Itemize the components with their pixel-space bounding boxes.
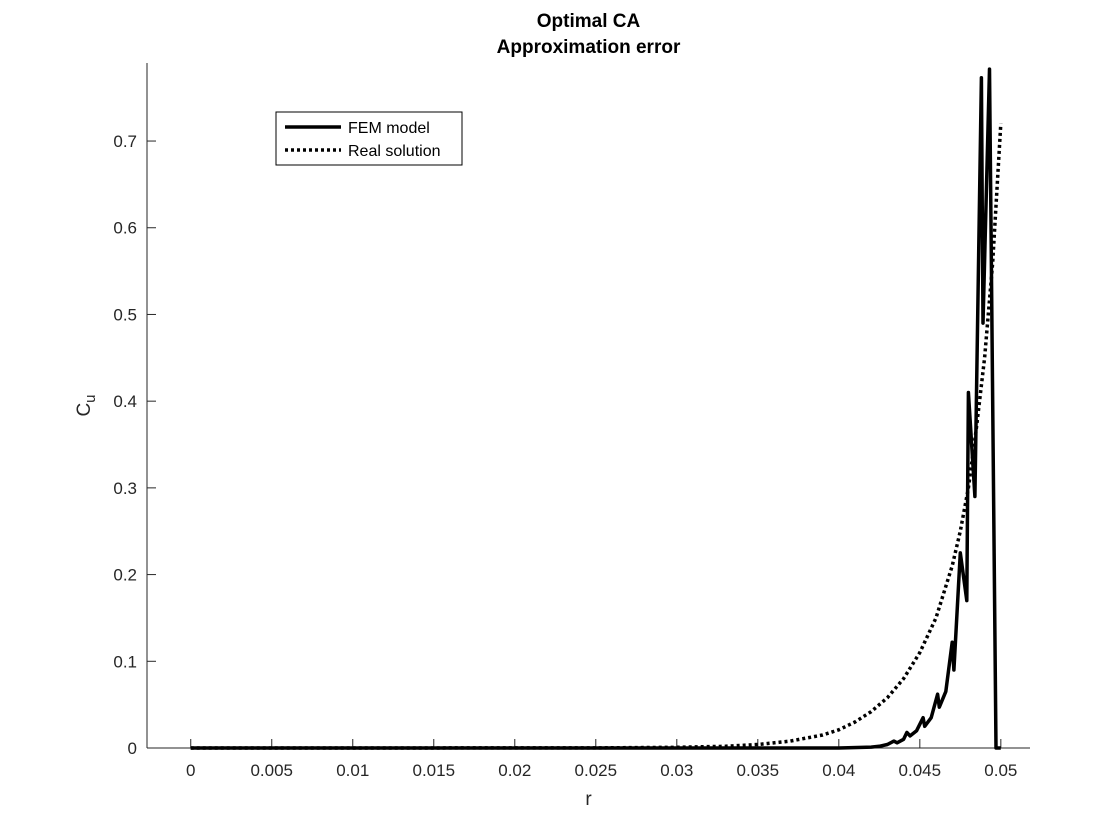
- x-tick-label: 0.01: [336, 761, 369, 780]
- x-tick-label: 0.025: [575, 761, 618, 780]
- x-axis: 0 0.005 0.01 0.015 0.02 0.025 0.03 0.035 0.04 0.0…: [147, 739, 1030, 780]
- legend-box: [275, 111, 463, 166]
- x-tick-label: 0.03: [660, 761, 693, 780]
- y-axis-label-subscript: u: [82, 394, 99, 402]
- plot-area: [147, 63, 1030, 748]
- y-tick-label: 0.1: [113, 652, 137, 671]
- chart-subtitle: Approximation error: [497, 37, 681, 58]
- y-axis-label-main: C: [74, 403, 95, 417]
- x-tick-label: 0.05: [984, 761, 1017, 780]
- y-tick-label: 0.2: [113, 566, 137, 585]
- x-tick-label: 0.005: [250, 761, 293, 780]
- legend: FEM model Real solution: [275, 111, 463, 166]
- svg-text:Cu: Cu: [74, 394, 99, 416]
- x-axis-label: r: [585, 789, 592, 810]
- legend-label-fem-model: FEM model: [348, 120, 430, 137]
- chart-title: Optimal CA: [537, 11, 641, 32]
- x-tick-label: 0.035: [737, 761, 780, 780]
- series-layer: [190, 67, 1003, 750]
- y-tick-label: 0: [128, 739, 137, 758]
- x-tick-label: 0.02: [498, 761, 531, 780]
- series-line-real-solution: [190, 123, 1003, 750]
- y-tick-label: 0.6: [113, 219, 137, 238]
- y-tick-label: 0.3: [113, 479, 137, 498]
- y-tick-label: 0.4: [113, 392, 137, 411]
- x-tick-label: 0.015: [412, 761, 455, 780]
- x-tick-label: 0.045: [899, 761, 942, 780]
- y-axis: 0 0.1 0.2 0.3 0.4 0.5 0.6 0.7: [113, 63, 156, 758]
- x-tick-label: 0.04: [822, 761, 855, 780]
- legend-label-real-solution: Real solution: [348, 143, 441, 160]
- y-tick-label: 0.5: [113, 305, 137, 324]
- y-tick-label: 0.7: [113, 132, 137, 151]
- y-axis-label: Cu: [74, 394, 99, 416]
- x-tick-label: 0: [186, 761, 195, 780]
- series-line-fem-model: [190, 67, 1001, 750]
